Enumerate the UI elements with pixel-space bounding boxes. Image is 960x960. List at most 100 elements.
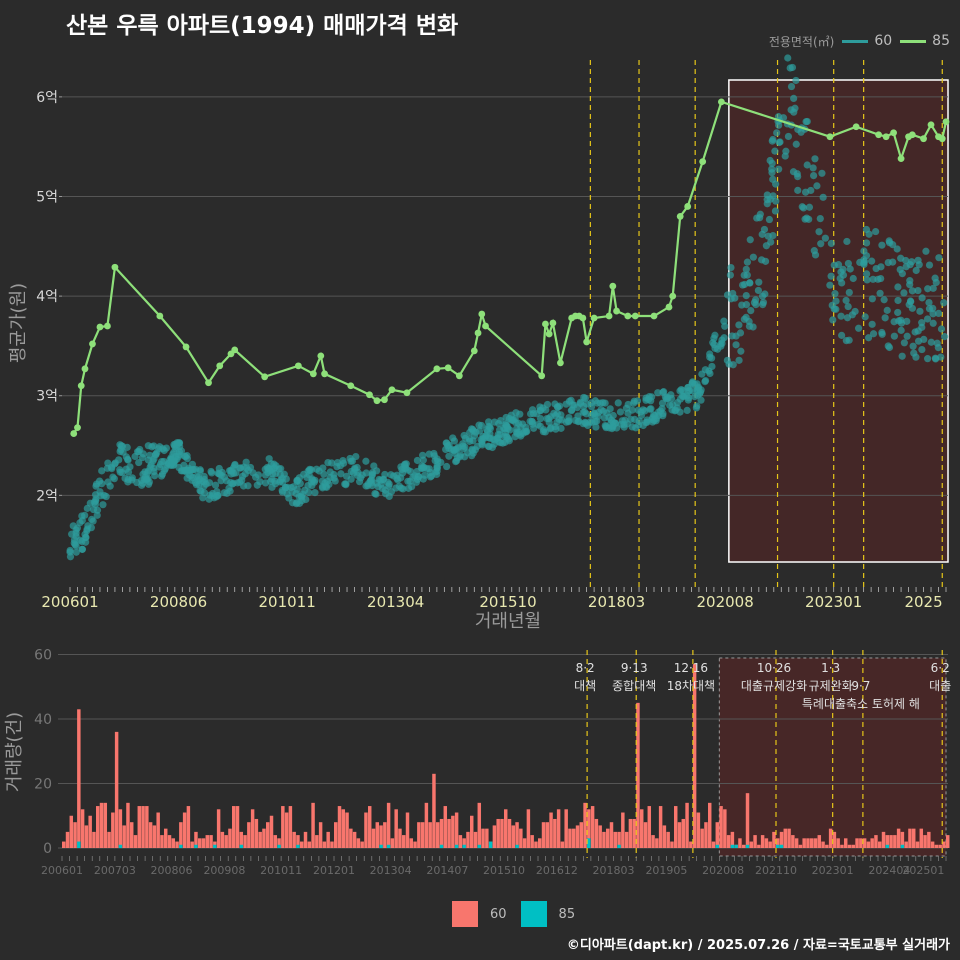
bar-60 (473, 831, 478, 848)
data-point-60 (580, 393, 588, 402)
data-point-60 (200, 489, 209, 497)
data-point-60 (907, 298, 915, 306)
data-point-85 (908, 131, 916, 139)
data-point-60 (93, 506, 102, 514)
data-point-60 (765, 215, 774, 224)
data-point-60 (434, 457, 442, 466)
bar-60 (643, 822, 648, 848)
data-point-60 (813, 182, 821, 190)
bar-60 (708, 802, 712, 848)
data-point-60 (787, 106, 795, 114)
policy-date: 10·26 (757, 661, 791, 675)
data-point-85 (583, 338, 591, 346)
bar-85 (179, 844, 183, 848)
bar-60 (817, 835, 822, 848)
data-point-60 (239, 482, 248, 490)
policy-label: 대책 (574, 678, 596, 693)
data-point-60 (695, 390, 704, 398)
data-point-60 (270, 460, 278, 468)
bar-60 (439, 818, 444, 848)
data-point-60 (654, 389, 662, 397)
data-point-85 (542, 320, 549, 328)
data-point-60 (426, 473, 435, 481)
bar-60 (844, 838, 848, 848)
bar-60 (247, 822, 251, 848)
bar-60 (186, 806, 191, 848)
x-tick-label: 201304 (367, 593, 424, 611)
data-point-60 (743, 258, 752, 266)
data-point-85 (927, 121, 935, 129)
bar-60 (519, 828, 523, 848)
data-point-60 (276, 478, 284, 486)
data-point-60 (810, 172, 818, 180)
data-point-60 (519, 420, 527, 428)
bar-60 (813, 838, 818, 848)
data-point-60 (935, 254, 943, 262)
bar-60 (658, 806, 663, 848)
data-point-60 (897, 326, 905, 334)
data-point-60 (305, 466, 314, 474)
bar-60 (900, 831, 905, 848)
data-point-60 (217, 477, 225, 485)
bar-60 (77, 709, 81, 848)
bar-60 (99, 802, 104, 848)
bar-60 (726, 835, 731, 848)
data-point-60 (89, 517, 97, 525)
data-point-85 (538, 372, 546, 380)
bar-85 (439, 844, 444, 848)
data-point-60 (343, 472, 351, 480)
data-point-60 (596, 399, 604, 407)
data-point-60 (880, 296, 888, 304)
data-point-60 (798, 203, 806, 211)
data-point-85 (309, 370, 317, 378)
data-point-60 (723, 356, 731, 364)
data-point-60 (497, 416, 505, 425)
data-point-60 (246, 463, 255, 472)
data-point-60 (517, 432, 525, 440)
bar-60 (477, 802, 482, 848)
data-point-60 (503, 422, 511, 430)
data-point-60 (501, 438, 509, 446)
data-point-60 (912, 266, 920, 275)
data-point-60 (746, 279, 754, 287)
data-point-60 (740, 271, 748, 279)
data-point-60 (902, 263, 910, 271)
data-point-60 (372, 490, 380, 498)
data-point-60 (831, 290, 839, 298)
bar-85 (488, 841, 493, 848)
data-point-60 (878, 330, 886, 338)
policy-label: 18차대책 (667, 678, 715, 693)
bar-60 (783, 828, 788, 848)
x-tick-label: 200806 (150, 593, 207, 611)
data-point-60 (512, 409, 520, 417)
data-point-60 (897, 254, 905, 262)
data-point-60 (683, 406, 691, 414)
data-point-60 (280, 470, 288, 478)
data-point-60 (937, 325, 946, 333)
bar-60 (420, 822, 425, 848)
bar-60 (776, 838, 780, 848)
x-tick-label: 201510 (483, 864, 525, 877)
bar-60 (152, 825, 157, 848)
bar-60 (262, 828, 266, 848)
data-point-60 (262, 479, 270, 487)
bar-85 (77, 841, 81, 848)
data-point-60 (271, 477, 279, 485)
bar-60 (847, 844, 852, 848)
bar-60 (130, 822, 134, 848)
bar-60 (198, 838, 202, 848)
data-point-60 (594, 408, 603, 416)
bar-60 (379, 825, 383, 848)
data-point-60 (900, 339, 908, 347)
x-tick-label: 201011 (258, 593, 315, 611)
bar-85 (454, 844, 459, 848)
data-point-85 (77, 382, 85, 390)
bar-60 (878, 841, 882, 848)
bar-60 (594, 818, 599, 848)
data-point-60 (393, 474, 401, 483)
bar-60 (745, 793, 750, 848)
bar-60 (126, 802, 130, 848)
data-point-60 (910, 349, 918, 357)
bar-60 (855, 838, 859, 848)
data-point-85 (579, 314, 587, 322)
